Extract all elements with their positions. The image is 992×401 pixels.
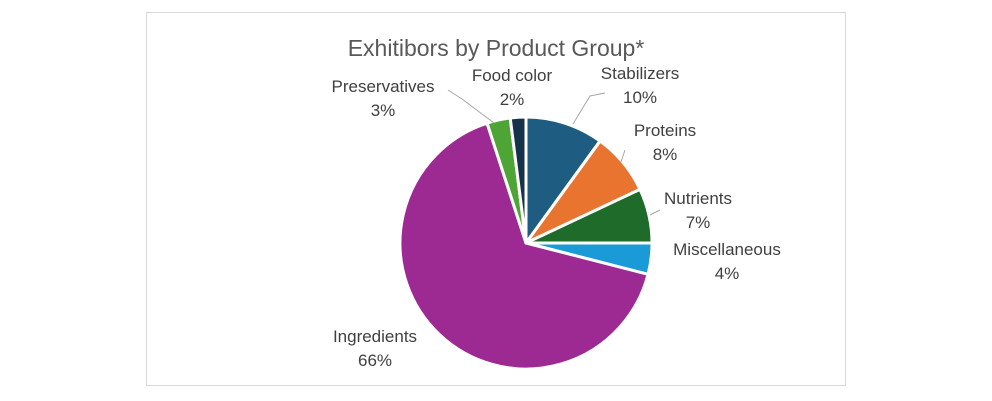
leader-line-preservatives (447, 89, 495, 124)
slice-labels: Stabilizers 10% Proteins 8% Nutrients 7% Misce… (332, 64, 781, 370)
slice-label-percent: 3% (371, 101, 396, 120)
slice-label-percent: 4% (715, 264, 740, 283)
slice-label-name: Food color (472, 66, 553, 85)
leader-lines (447, 89, 661, 216)
slice-label-name: Ingredients (333, 327, 417, 346)
slice-label-percent: 10% (623, 88, 657, 107)
slice-label-name: Proteins (634, 121, 696, 140)
slice-label-percent: 66% (358, 351, 392, 370)
leader-line-proteins (620, 149, 626, 163)
pie-slices (398, 115, 654, 371)
slice-label-name: Miscellaneous (673, 240, 781, 259)
leader-line-stabilizers (572, 92, 606, 125)
pie-slice-stabilizers (524, 115, 602, 245)
leader-line-nutrients (649, 209, 661, 216)
pie-slice-ingredients (398, 121, 650, 371)
slice-label-name: Preservatives (332, 77, 435, 96)
slice-label-name: Nutrients (664, 189, 732, 208)
slice-label-percent: 2% (500, 90, 525, 109)
slice-label-percent: 8% (653, 145, 678, 164)
chart-title: Exhitibors by Product Group* (347, 35, 645, 61)
slice-label-percent: 7% (686, 213, 711, 232)
slice-label-name: Stabilizers (601, 64, 679, 83)
pie-slice-food-color (508, 115, 528, 245)
